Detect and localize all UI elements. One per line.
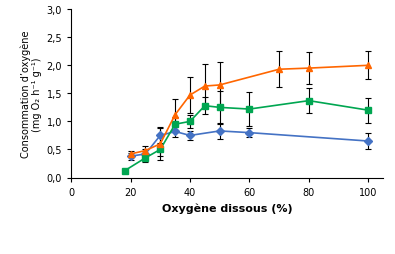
X-axis label: Oxygène dissous (%): Oxygène dissous (%) [162,202,292,213]
Y-axis label: Consommation d’oxygène
(mg O₂ h⁻¹ g⁻¹): Consommation d’oxygène (mg O₂ h⁻¹ g⁻¹) [20,30,42,157]
